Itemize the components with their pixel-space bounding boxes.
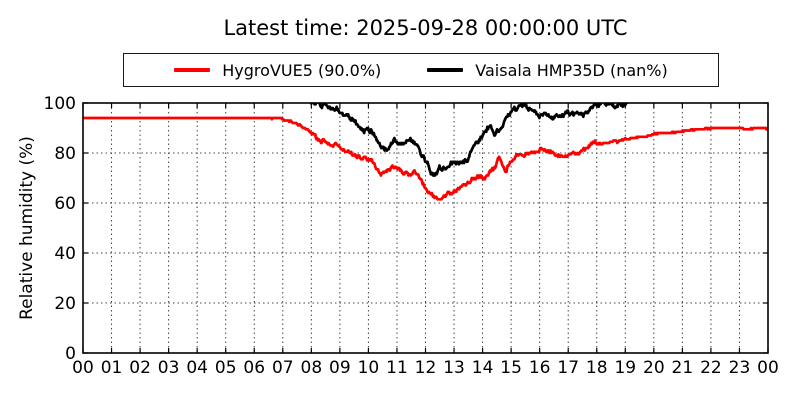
x-tick-label: 02 bbox=[129, 358, 151, 378]
series-line-vaisala-hmp35d bbox=[309, 103, 629, 177]
y-tick-label: 40 bbox=[54, 244, 76, 264]
legend: HygroVUE5 (90.0%) Vaisala HMP35D (nan%) bbox=[123, 53, 719, 87]
legend-label-hygrovue5: HygroVUE5 (90.0%) bbox=[222, 60, 382, 80]
x-tick-label: 03 bbox=[158, 358, 180, 378]
chart-title: Latest time: 2025-09-28 00:00:00 UTC bbox=[223, 16, 628, 40]
x-tick-label: 20 bbox=[643, 358, 665, 378]
x-tick-label: 13 bbox=[443, 358, 465, 378]
x-tick-label: 06 bbox=[243, 358, 265, 378]
x-tick-label: 01 bbox=[101, 358, 123, 378]
x-tick-label: 07 bbox=[272, 358, 294, 378]
x-tick-label: 15 bbox=[500, 358, 522, 378]
y-tick-label: 60 bbox=[54, 194, 76, 214]
x-tick-label: 11 bbox=[386, 358, 408, 378]
legend-line-sample-black bbox=[427, 68, 464, 72]
x-tick-label: 09 bbox=[329, 358, 351, 378]
x-tick-label: 04 bbox=[186, 358, 208, 378]
x-tick-label: 14 bbox=[472, 358, 494, 378]
legend-label-vaisala: Vaisala HMP35D (nan%) bbox=[475, 60, 668, 80]
legend-item-hygrovue5: HygroVUE5 (90.0%) bbox=[174, 61, 381, 80]
x-tick-label: 16 bbox=[529, 358, 551, 378]
x-tick-label: 19 bbox=[614, 358, 636, 378]
legend-item-vaisala: Vaisala HMP35D (nan%) bbox=[427, 60, 668, 80]
y-tick-label: 80 bbox=[54, 144, 76, 164]
x-tick-label: 22 bbox=[700, 358, 722, 378]
legend-line-sample-red bbox=[174, 68, 211, 72]
x-tick-label: 08 bbox=[301, 358, 323, 378]
x-tick-label: 00 bbox=[72, 358, 94, 378]
y-tick-label: 100 bbox=[44, 94, 76, 114]
axes-frame bbox=[82, 102, 769, 354]
x-tick-label: 23 bbox=[729, 358, 751, 378]
x-tick-label: 05 bbox=[215, 358, 237, 378]
x-tick-label: 17 bbox=[557, 358, 579, 378]
series-line-hygrovue5 bbox=[83, 116, 768, 201]
x-tick-label: 12 bbox=[415, 358, 437, 378]
y-tick-label: 20 bbox=[54, 294, 76, 314]
x-tick-label: 18 bbox=[586, 358, 608, 378]
x-tick-label: 21 bbox=[672, 358, 694, 378]
x-tick-label: 10 bbox=[358, 358, 380, 378]
y-tick-label: 0 bbox=[65, 344, 76, 364]
x-tick-label: 00 bbox=[757, 358, 779, 378]
